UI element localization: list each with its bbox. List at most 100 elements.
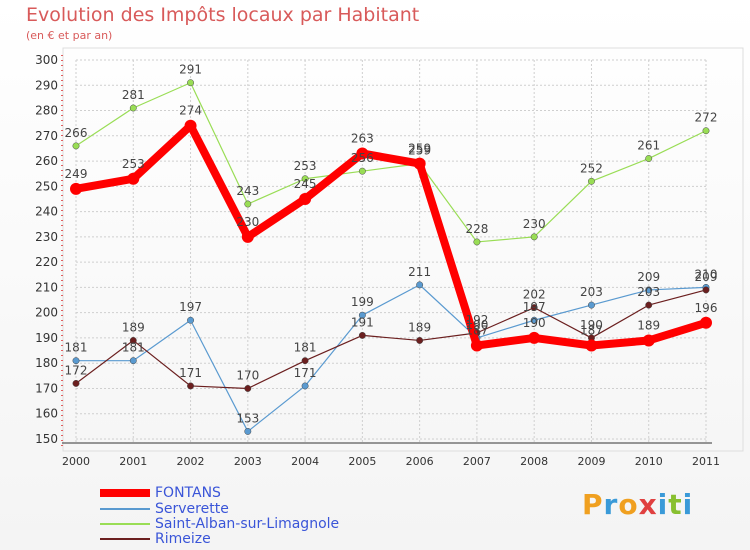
data-label: 263 [351, 131, 374, 145]
logo-letter: P [582, 488, 604, 521]
data-label: 261 [637, 139, 660, 153]
x-tick-label: 2001 [119, 455, 147, 468]
data-point [72, 379, 80, 387]
data-point [530, 233, 538, 241]
legend-swatch-saint-alban [100, 523, 150, 525]
data-point [416, 281, 424, 289]
logo-letter: i [682, 488, 694, 521]
data-label: 189 [637, 318, 660, 332]
x-tick-label: 2009 [577, 455, 605, 468]
legend-item-fontans: FONTANS [100, 486, 221, 500]
data-point [241, 230, 254, 243]
y-tick-label: 210 [35, 280, 58, 294]
logo-letter: o [618, 488, 639, 521]
data-label: 181 [65, 341, 88, 355]
data-label: 230 [236, 215, 259, 229]
series-line-rimeize [75, 289, 707, 390]
y-tick-label: 160 [35, 407, 58, 421]
y-tick-label: 230 [35, 230, 58, 244]
data-label: 209 [695, 270, 718, 284]
data-label: 189 [408, 320, 431, 334]
data-point [301, 382, 309, 390]
data-point [645, 286, 653, 294]
data-label: 243 [236, 184, 259, 198]
logo-letter: i [657, 488, 669, 521]
y-tick-label: 280 [35, 104, 58, 118]
y-tick-label: 300 [35, 53, 58, 67]
data-point [358, 331, 366, 339]
data-point [356, 147, 369, 160]
y-tick-label: 290 [35, 78, 58, 92]
data-label: 281 [122, 88, 145, 102]
data-label: 202 [523, 288, 546, 302]
data-point [70, 182, 82, 195]
series-line-saint-alban-sur-limagnole [75, 82, 707, 243]
series-line-fontans [72, 121, 710, 350]
data-point [244, 200, 252, 208]
legend-label-fontans: FONTANS [155, 485, 221, 501]
data-label: 272 [695, 111, 718, 125]
data-point [642, 334, 655, 347]
data-point [588, 177, 595, 185]
legend-item-serverette: Serverette [100, 502, 229, 516]
data-label: 190 [465, 318, 488, 332]
y-tick-label: 180 [35, 356, 58, 370]
data-label: 253 [122, 157, 145, 171]
data-label: 252 [580, 161, 603, 175]
data-label: 210 [695, 267, 718, 281]
data-label: 199 [351, 295, 374, 309]
data-point [358, 311, 366, 319]
data-label: 172 [65, 363, 88, 377]
legend-swatch-serverette [100, 508, 150, 510]
y-tick-label: 170 [35, 381, 58, 395]
data-label: 187 [465, 324, 488, 338]
x-tick-label: 2000 [62, 455, 90, 468]
data-label: 170 [236, 368, 259, 382]
data-point [645, 155, 653, 162]
data-label: 228 [465, 222, 488, 236]
data-label: 189 [122, 320, 145, 334]
data-label: 181 [122, 341, 145, 355]
legend-swatch-fontans [100, 489, 150, 497]
data-point [702, 127, 710, 135]
x-tick-label: 2006 [406, 455, 434, 468]
data-point [72, 142, 80, 150]
data-point [129, 357, 137, 365]
data-point [187, 382, 194, 390]
data-point [588, 301, 595, 309]
logo-letter: x [638, 488, 658, 521]
x-tick-label: 2008 [520, 455, 548, 468]
data-point [187, 79, 194, 87]
data-label: 211 [408, 265, 431, 279]
legend-label-serverette: Serverette [155, 501, 229, 517]
data-point [299, 192, 312, 205]
y-tick-label: 250 [35, 179, 58, 193]
x-tick-label: 2010 [635, 455, 663, 468]
data-label: 230 [523, 217, 546, 231]
data-point [129, 337, 137, 344]
legend-label-saint-alban: Saint-Alban-sur-Limagnole [155, 516, 340, 532]
chart-title: Evolution des Impôts locaux par Habitant [26, 4, 420, 26]
legend-item-saint-alban: Saint-Alban-sur-Limagnole [100, 517, 339, 531]
data-point [530, 304, 538, 312]
data-label: 197 [523, 300, 546, 314]
data-label: 259 [408, 142, 431, 156]
data-point [416, 337, 424, 344]
y-tick-label: 240 [35, 205, 58, 219]
data-label: 203 [580, 285, 603, 299]
data-label: 266 [65, 126, 88, 140]
data-point [129, 104, 137, 112]
plot-area-border [62, 47, 744, 452]
data-point [528, 331, 541, 344]
data-point [470, 339, 483, 352]
data-label: 190 [580, 318, 603, 332]
data-label: 191 [351, 315, 374, 329]
data-point [301, 175, 309, 183]
y-tick-label: 150 [35, 432, 58, 446]
data-label: 259 [408, 144, 431, 158]
y-tick-label: 270 [35, 129, 58, 143]
data-label: 171 [179, 366, 202, 380]
data-label: 190 [523, 316, 546, 330]
